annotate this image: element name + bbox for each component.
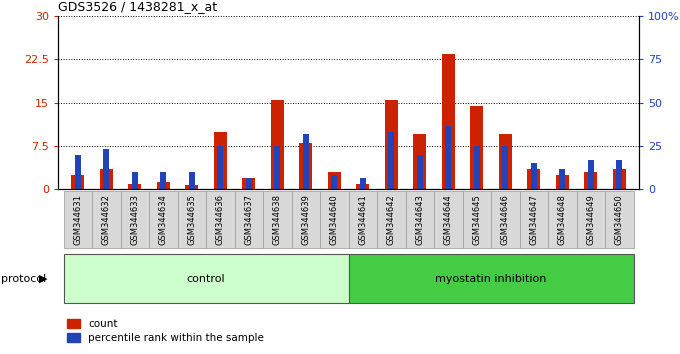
Bar: [245, 178, 252, 189]
Bar: [584, 172, 597, 189]
Bar: [63, 190, 92, 249]
Text: control: control: [187, 274, 225, 284]
Bar: [214, 132, 226, 189]
Bar: [530, 163, 537, 189]
Bar: [186, 185, 198, 189]
Bar: [616, 160, 622, 189]
Text: GSM344637: GSM344637: [244, 194, 253, 245]
Bar: [520, 190, 548, 249]
Bar: [177, 190, 206, 249]
Legend: count, percentile rank within the sample: count, percentile rank within the sample: [63, 315, 268, 347]
Bar: [434, 190, 462, 249]
Bar: [263, 190, 292, 249]
Bar: [100, 169, 113, 189]
Bar: [235, 190, 263, 249]
Bar: [556, 175, 568, 189]
Text: GSM344643: GSM344643: [415, 194, 424, 245]
Bar: [75, 155, 81, 189]
Bar: [157, 182, 170, 189]
Bar: [299, 143, 312, 189]
Bar: [442, 53, 455, 189]
Text: GSM344632: GSM344632: [102, 194, 111, 245]
Bar: [149, 190, 177, 249]
Bar: [613, 169, 626, 189]
Bar: [548, 190, 577, 249]
Text: myostatin inhibition: myostatin inhibition: [435, 274, 547, 284]
Text: GSM344641: GSM344641: [358, 194, 367, 245]
Bar: [413, 135, 426, 189]
Text: GSM344633: GSM344633: [131, 194, 139, 245]
Text: GSM344631: GSM344631: [73, 194, 82, 245]
Bar: [559, 169, 565, 189]
Bar: [328, 172, 341, 189]
Bar: [388, 132, 394, 189]
Bar: [71, 175, 84, 189]
Text: GSM344639: GSM344639: [301, 194, 310, 245]
Bar: [217, 146, 224, 189]
Bar: [473, 146, 480, 189]
Bar: [417, 155, 423, 189]
Text: GSM344640: GSM344640: [330, 194, 339, 245]
Bar: [527, 169, 540, 189]
Bar: [63, 254, 349, 303]
Bar: [242, 178, 255, 189]
Bar: [188, 172, 195, 189]
Bar: [274, 146, 280, 189]
Text: GSM344649: GSM344649: [586, 194, 595, 245]
Bar: [445, 126, 452, 189]
Bar: [120, 190, 149, 249]
Text: GSM344648: GSM344648: [558, 194, 566, 245]
Text: GSM344650: GSM344650: [615, 194, 624, 245]
Bar: [471, 105, 483, 189]
Bar: [129, 184, 141, 189]
Text: GSM344635: GSM344635: [187, 194, 197, 245]
Bar: [349, 254, 634, 303]
Bar: [405, 190, 434, 249]
Bar: [377, 190, 405, 249]
Bar: [577, 190, 605, 249]
Bar: [132, 172, 138, 189]
Bar: [331, 175, 337, 189]
Bar: [356, 184, 369, 189]
Bar: [92, 190, 120, 249]
Bar: [103, 149, 109, 189]
Bar: [206, 190, 235, 249]
Bar: [303, 135, 309, 189]
Bar: [271, 100, 284, 189]
Bar: [349, 190, 377, 249]
Bar: [605, 190, 634, 249]
Bar: [360, 178, 366, 189]
Bar: [588, 160, 594, 189]
Bar: [462, 190, 491, 249]
Bar: [320, 190, 348, 249]
Text: GSM344642: GSM344642: [387, 194, 396, 245]
Bar: [491, 190, 520, 249]
Text: ▶: ▶: [39, 274, 48, 284]
Text: GSM344646: GSM344646: [500, 194, 510, 245]
Bar: [499, 135, 511, 189]
Bar: [385, 100, 398, 189]
Bar: [160, 172, 167, 189]
Text: GDS3526 / 1438281_x_at: GDS3526 / 1438281_x_at: [58, 0, 217, 13]
Text: GSM344644: GSM344644: [444, 194, 453, 245]
Text: protocol: protocol: [1, 274, 47, 284]
Text: GSM344647: GSM344647: [529, 194, 539, 245]
Text: GSM344634: GSM344634: [158, 194, 168, 245]
Text: GSM344636: GSM344636: [216, 194, 225, 245]
Text: GSM344638: GSM344638: [273, 194, 282, 245]
Text: GSM344645: GSM344645: [472, 194, 481, 245]
Bar: [502, 146, 509, 189]
Bar: [292, 190, 320, 249]
